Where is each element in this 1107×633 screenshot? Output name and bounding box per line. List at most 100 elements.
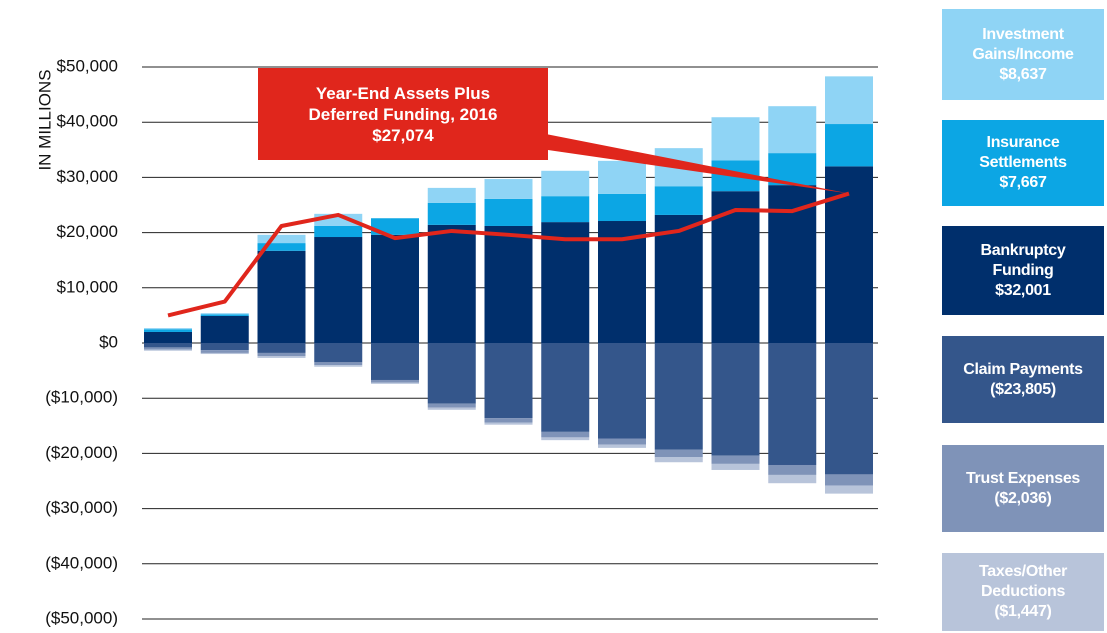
bar-segment — [768, 106, 817, 154]
line — [167, 191, 850, 318]
legend-value: $32,001 — [995, 281, 1051, 299]
legend-value: $8,637 — [999, 65, 1047, 83]
y-tick-label: $20,000 — [57, 222, 118, 241]
bars — [144, 76, 873, 494]
legend-value: ($1,447) — [994, 603, 1052, 620]
bar-segment — [484, 418, 533, 423]
y-tick-label: ($30,000) — [45, 498, 118, 517]
legend-label: Insurance Settlements — [979, 134, 1067, 171]
bar-segment — [825, 474, 873, 486]
bar-segment — [427, 407, 476, 410]
bar-segment — [427, 187, 476, 203]
bar-segment — [825, 485, 873, 494]
bar-segment — [654, 214, 703, 343]
y-tick-label: ($50,000) — [45, 608, 118, 627]
bar-segment — [200, 352, 249, 355]
legend-item: Investment Gains/Income $8,637 — [942, 9, 1104, 100]
legend-item: Claim Payments ($23,805) — [942, 336, 1104, 423]
y-tick-label: $10,000 — [57, 277, 118, 296]
bar-segment — [371, 379, 419, 383]
bar-segment — [371, 234, 419, 343]
y-tick-label: $30,000 — [57, 167, 118, 186]
bar-segment — [200, 343, 249, 351]
legend-label: Taxes/Other Deductions — [979, 563, 1067, 600]
legend-label: Investment Gains/Income — [972, 25, 1074, 63]
bar-segment — [711, 463, 760, 470]
bar-segment — [825, 166, 873, 343]
bar-segment — [654, 186, 703, 215]
y-tick-label: $0 — [99, 332, 118, 351]
bar-segment — [541, 437, 590, 441]
bar-segment — [825, 343, 873, 475]
bar-segment — [257, 356, 306, 358]
bar-segment — [484, 198, 533, 226]
bar-segment — [654, 449, 703, 458]
legend-item: Bankruptcy Funding $32,001 — [942, 226, 1104, 315]
bar-segment — [314, 225, 363, 238]
legend-label: Claim Payments — [963, 360, 1083, 378]
bar-segment — [371, 382, 419, 384]
bar-segment — [598, 221, 646, 343]
bar-segment — [541, 170, 590, 197]
bar-segment — [768, 343, 817, 465]
y-tick-label: ($40,000) — [45, 553, 118, 572]
legend-label: Trust Expenses — [965, 469, 1081, 487]
bar-segment — [598, 444, 646, 448]
bar-segment — [484, 179, 533, 199]
bar-segment — [144, 329, 192, 332]
bar-segment — [144, 343, 192, 348]
bar-segment — [598, 343, 646, 439]
bar-segment — [768, 474, 817, 484]
bar-segment — [711, 117, 760, 161]
bar-segment — [200, 315, 249, 343]
callout-value: $27,074 — [372, 125, 434, 145]
bar-segment — [541, 196, 590, 223]
bar-segment — [257, 234, 306, 244]
bar-segment — [371, 343, 419, 380]
bar-segment — [484, 225, 533, 343]
bar-segment — [257, 352, 306, 357]
y-tick-label: ($10,000) — [45, 388, 118, 407]
legend-item: Trust Expenses ($2,036) — [942, 445, 1104, 532]
bar-segment — [541, 343, 590, 432]
bar-segment — [200, 350, 249, 353]
bar-segment — [371, 218, 419, 235]
bar-segment — [711, 343, 760, 456]
bar-segment — [768, 464, 817, 475]
bar-segment — [144, 347, 192, 350]
y-tick-label: $40,000 — [57, 112, 118, 131]
legend-value: $7,667 — [999, 174, 1047, 191]
bar-segment — [654, 457, 703, 463]
bar-segment — [314, 365, 363, 367]
bar-segment — [144, 349, 192, 351]
y-axis-label: IN MILLIONS — [35, 69, 54, 170]
bar-segment — [144, 331, 192, 343]
bar-segment — [427, 202, 476, 225]
callout-pointer — [500, 125, 849, 194]
bar-segment — [598, 438, 646, 445]
bar-segment — [427, 403, 476, 408]
bar-segment — [257, 250, 306, 343]
bar-segment — [314, 237, 363, 343]
bar-segment — [711, 455, 760, 464]
legend-item: Taxes/Other Deductions ($1,447) — [942, 553, 1104, 631]
legend-value: ($23,805) — [990, 380, 1056, 398]
bar-segment — [314, 343, 363, 363]
bar-segment — [541, 222, 590, 343]
bar-segment — [257, 243, 306, 251]
bar-segment — [541, 431, 590, 438]
legend-label: Bankruptcy Funding — [980, 241, 1066, 279]
legend-item: Insurance Settlements $7,667 — [942, 120, 1104, 206]
bar-segment — [257, 343, 306, 353]
bar-segment — [484, 422, 533, 425]
callout-text: Year-End Assets Plus Deferred Funding, 2… — [308, 83, 498, 124]
bar-segment — [598, 193, 646, 222]
y-tick-label: ($20,000) — [45, 443, 118, 462]
bar-segment — [711, 191, 760, 343]
bar-segment — [200, 313, 249, 315]
bar-segment — [144, 328, 192, 330]
bar-segment — [314, 362, 363, 366]
bar-segment — [598, 160, 646, 194]
bar-segment — [200, 314, 249, 316]
